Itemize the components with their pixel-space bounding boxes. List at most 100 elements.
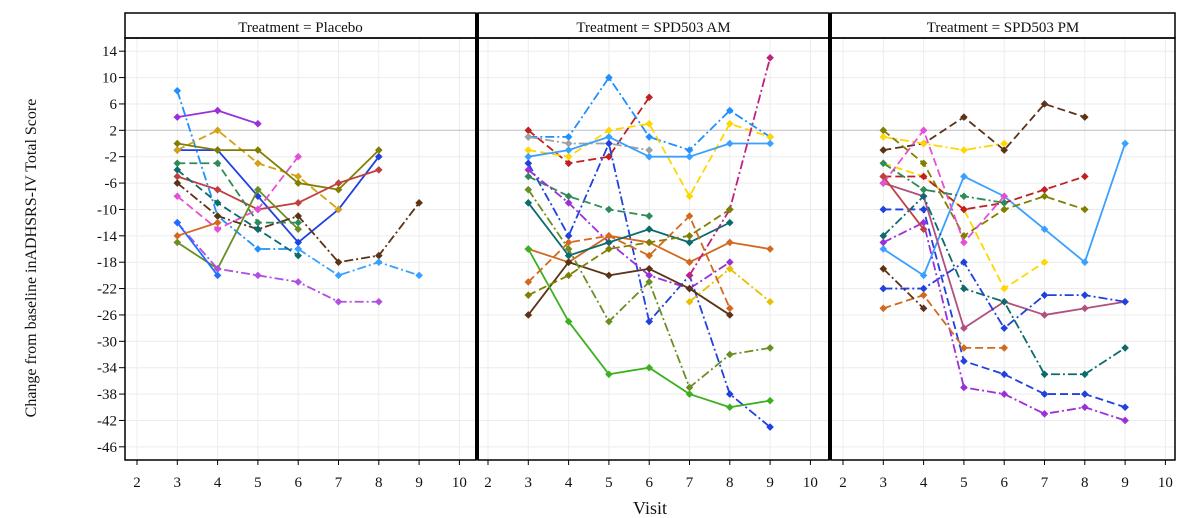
data-point — [1040, 185, 1049, 194]
data-point — [173, 159, 182, 168]
y-tick-label: -30 — [97, 334, 117, 350]
data-point — [294, 199, 302, 207]
data-point — [1000, 390, 1008, 398]
x-tick-label: 10 — [803, 475, 818, 491]
data-point — [294, 179, 302, 187]
data-point — [254, 271, 262, 280]
data-point — [919, 185, 928, 194]
data-point — [375, 146, 383, 154]
data-point — [685, 284, 694, 293]
data-point — [919, 205, 928, 214]
data-point — [960, 238, 968, 247]
data-point — [1121, 139, 1129, 148]
panel-strip-title: Treatment = SPD503 AM — [576, 20, 730, 36]
data-point — [524, 172, 533, 181]
data-point — [524, 146, 533, 154]
series-line — [883, 162, 1045, 290]
series-line — [177, 149, 380, 244]
series-line — [688, 57, 771, 276]
data-point — [564, 238, 573, 247]
series-line — [527, 169, 731, 290]
data-point — [879, 264, 888, 273]
data-point — [766, 344, 774, 352]
data-point — [919, 139, 928, 148]
data-point — [919, 284, 928, 293]
series-line — [176, 222, 219, 276]
data-point — [605, 317, 613, 326]
data-point — [685, 383, 694, 392]
x-tick-label: 3 — [880, 475, 888, 491]
y-tick-label: -34 — [97, 361, 117, 377]
data-point — [960, 146, 968, 154]
series-line — [883, 294, 1005, 349]
data-point — [645, 133, 653, 141]
data-point — [254, 146, 262, 154]
data-point — [645, 212, 653, 220]
data-point — [213, 199, 222, 207]
data-point — [766, 133, 774, 141]
data-point — [605, 73, 613, 82]
x-tick-label: 8 — [375, 475, 383, 491]
y-tick-label: 6 — [110, 97, 118, 113]
data-point — [1081, 205, 1089, 214]
x-tick-label: 8 — [726, 475, 734, 491]
data-point — [173, 86, 182, 95]
data-point — [173, 192, 182, 201]
data-point — [766, 396, 774, 405]
data-point — [726, 205, 734, 214]
x-tick-label: 4 — [565, 475, 573, 491]
data-point — [726, 390, 734, 398]
data-point — [960, 192, 968, 201]
data-point — [1121, 403, 1129, 412]
data-point — [294, 212, 302, 220]
data-point — [879, 179, 888, 187]
data-point — [1000, 199, 1008, 207]
data-point — [879, 304, 888, 313]
series-line — [176, 169, 299, 257]
data-point — [919, 271, 928, 280]
data-point — [524, 311, 533, 319]
data-point — [645, 238, 653, 247]
data-point — [960, 324, 968, 332]
series-line — [527, 175, 650, 217]
data-point — [173, 139, 182, 148]
data-point — [919, 291, 928, 299]
data-point — [564, 146, 573, 154]
data-point — [605, 139, 613, 148]
data-point — [564, 159, 573, 168]
x-tick-label: 8 — [1081, 475, 1089, 491]
data-point — [1081, 390, 1089, 398]
data-point — [524, 185, 533, 194]
data-point — [605, 370, 613, 379]
data-point — [213, 185, 222, 194]
data-point — [1081, 258, 1089, 266]
data-point — [960, 357, 968, 365]
data-point — [960, 172, 968, 181]
data-point — [294, 218, 302, 227]
data-point — [564, 271, 573, 280]
data-point — [726, 218, 734, 227]
x-tick-label: 9 — [415, 475, 423, 491]
x-tick-label: 7 — [686, 475, 694, 491]
series-line — [527, 202, 731, 257]
data-point — [919, 172, 928, 181]
data-point — [375, 258, 383, 266]
series-line — [528, 136, 650, 151]
data-point — [685, 297, 694, 306]
data-point — [1000, 370, 1008, 379]
data-point — [1121, 344, 1129, 352]
data-point — [1040, 410, 1049, 418]
data-point — [564, 152, 573, 161]
data-point — [1000, 205, 1008, 214]
x-tick-label: 3 — [525, 475, 533, 491]
data-point — [213, 126, 222, 135]
y-tick-label: 2 — [110, 123, 118, 139]
y-tick-label: -38 — [97, 387, 117, 403]
data-point — [213, 146, 222, 154]
data-point — [1000, 139, 1008, 148]
data-point — [213, 271, 222, 280]
data-point — [375, 152, 383, 161]
data-point — [645, 119, 653, 128]
data-point — [879, 232, 888, 240]
data-point — [375, 251, 383, 260]
